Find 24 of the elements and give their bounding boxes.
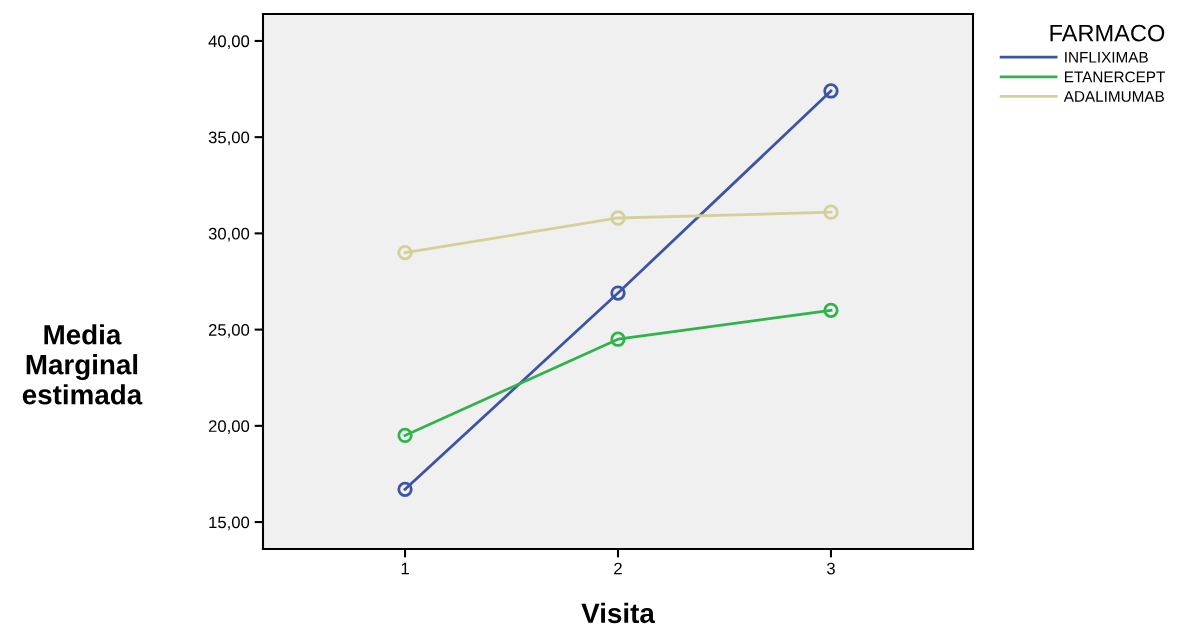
legend-label: ADALIMUMAB (1063, 91, 1164, 102)
legend-label: ETANERCEPT (1065, 71, 1165, 83)
y-axis-title: Media Marginal estimada (22, 324, 143, 405)
point (397, 481, 413, 497)
point (823, 204, 839, 220)
y-tick-label: 20,00 (208, 420, 250, 435)
point (397, 427, 413, 444)
x-tick-label: 2 (614, 562, 622, 575)
point (823, 302, 839, 319)
y-tick-label: 15,00 (209, 516, 250, 531)
y-tick-label: 25,00 (208, 324, 250, 338)
x-tick-label: 3 (826, 562, 835, 575)
legend-label: INFLIXIMAB (1065, 52, 1148, 63)
point (397, 244, 413, 261)
x-axis-title: Visita (581, 602, 655, 624)
point (610, 331, 626, 347)
point (610, 210, 626, 226)
legend-title: FARMACO (1050, 24, 1165, 42)
y-tick-label: 35,00 (208, 131, 250, 146)
y-tick-label: 40,00 (208, 35, 250, 50)
y-tick-label: 30,00 (208, 227, 250, 242)
point (610, 285, 626, 301)
point (823, 83, 839, 99)
x-tick-label: 1 (401, 562, 409, 575)
